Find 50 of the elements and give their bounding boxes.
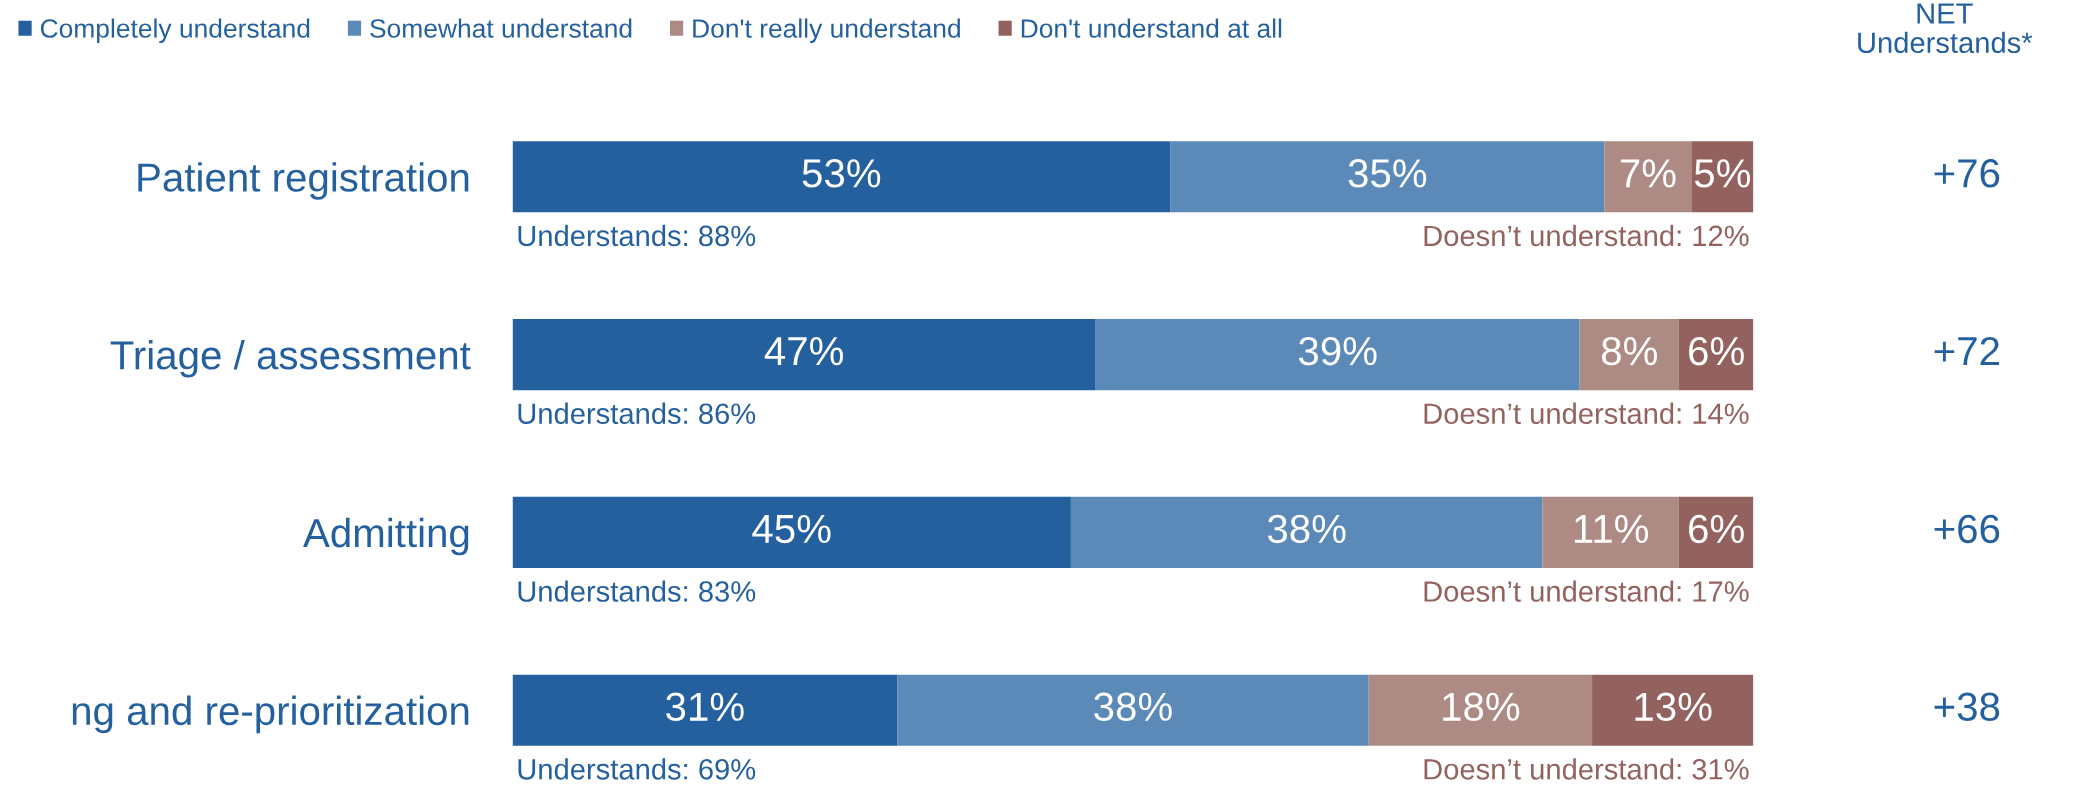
annotation: Understands: 86% xyxy=(518,402,756,425)
y-tick-label: Triage / assessment xyxy=(110,340,471,378)
legend-label: Somewhat understand xyxy=(370,18,632,38)
data-label: 39% xyxy=(1298,336,1377,366)
y-tick-label: Admitting xyxy=(303,517,469,556)
bar xyxy=(512,674,898,746)
data-label: 13% xyxy=(1635,692,1712,722)
data-label: 8% xyxy=(1601,336,1657,366)
data-label: 47% xyxy=(764,337,843,366)
annotation: Doesn’t understand: 31% xyxy=(1424,758,1749,780)
data-label: 38% xyxy=(1267,514,1346,544)
legend-label: Completely understand xyxy=(40,18,310,44)
bar xyxy=(1592,674,1754,746)
legend-label: Don't understand at all xyxy=(1021,18,1282,38)
annotation: Understands: 83% xyxy=(518,580,756,602)
bar xyxy=(1170,141,1605,213)
data-label: 45% xyxy=(752,514,831,544)
data-label: 31% xyxy=(666,692,744,722)
bar xyxy=(512,319,1096,391)
data-label: 6% xyxy=(1689,514,1744,544)
y-tick-label: Patient registration xyxy=(138,162,469,200)
text: NET Understands* xyxy=(1858,3,2033,54)
data-label: 18% xyxy=(1443,692,1520,722)
legend-label: Don't really understand xyxy=(693,18,960,44)
bar xyxy=(512,496,1071,568)
data-label: 7% xyxy=(1620,159,1676,188)
data-label: 5% xyxy=(1694,159,1751,188)
bar xyxy=(1542,496,1679,568)
data-label: 38% xyxy=(1094,692,1172,722)
text: +72 xyxy=(1934,336,1999,366)
data-label: 6% xyxy=(1689,336,1744,366)
bar xyxy=(1579,319,1679,391)
bar xyxy=(1604,141,1692,213)
annotation: Doesn’t understand: 17% xyxy=(1424,580,1749,602)
y-tick-label: ng and re-prioritization xyxy=(72,695,469,734)
bar xyxy=(512,141,1171,213)
bar xyxy=(1368,674,1593,746)
bar xyxy=(897,674,1369,746)
text: +38 xyxy=(1934,692,2000,722)
data-label: 35% xyxy=(1348,159,1427,188)
annotation: Understands: 88% xyxy=(518,224,756,247)
bar xyxy=(1070,496,1543,568)
text: +66 xyxy=(1934,514,2000,544)
bar xyxy=(1095,319,1580,391)
annotation: Doesn’t understand: 14% xyxy=(1424,402,1749,425)
data-label: 53% xyxy=(802,159,881,188)
annotation: Doesn’t understand: 12% xyxy=(1424,224,1749,247)
data-label: 11% xyxy=(1574,514,1649,544)
text: +76 xyxy=(1934,159,2000,188)
annotation: Understands: 69% xyxy=(518,758,756,780)
